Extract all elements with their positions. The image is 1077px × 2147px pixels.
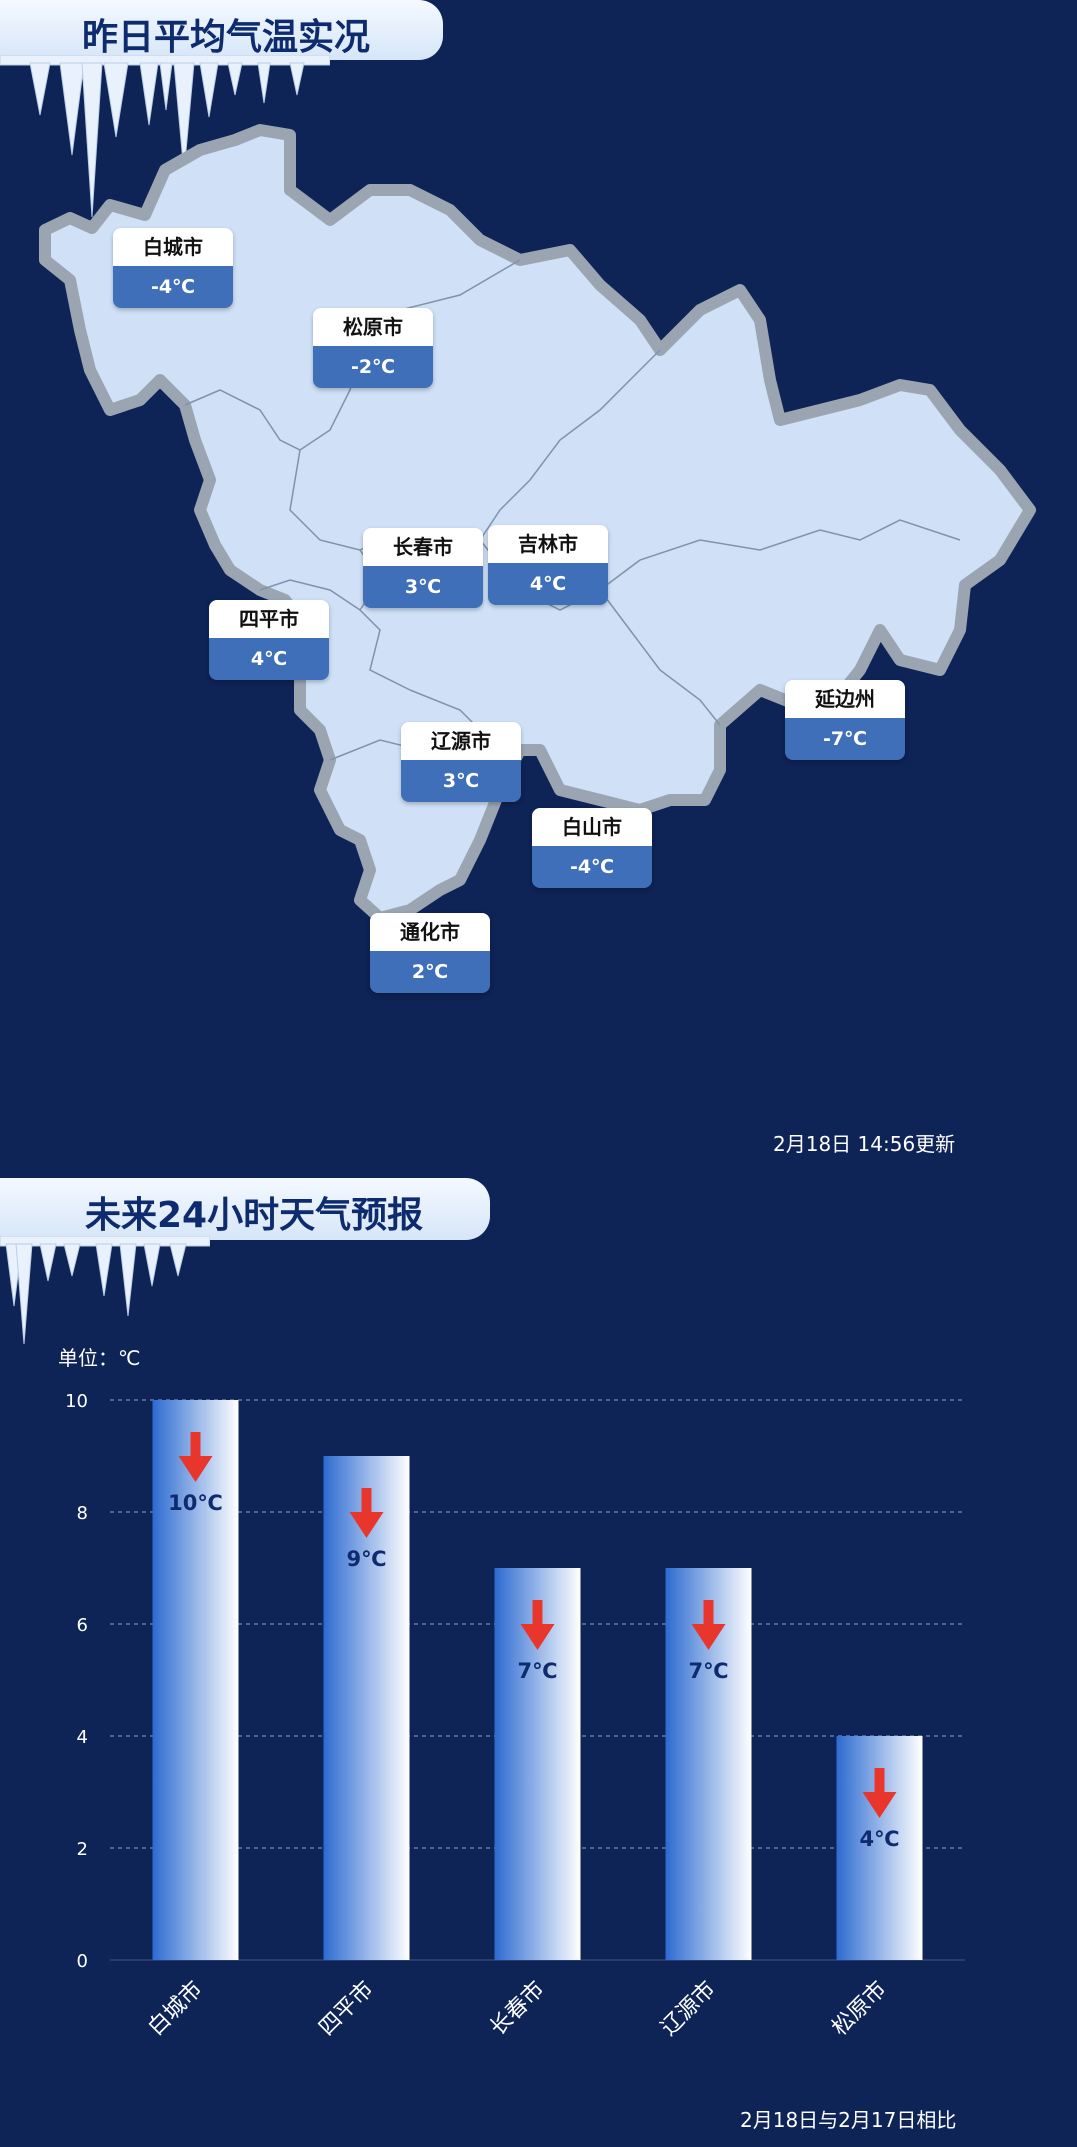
x-category-label: 白城市: [143, 1977, 207, 2041]
forecast-title-banner: 未来24小时天气预报: [0, 1178, 490, 1240]
city-label-jilin: 吉林市 4℃: [488, 525, 608, 605]
forecast-bar-chart: 0 2 4 6 8 10 10℃ 白城市 9℃ 四平市 7℃ 长春市 7℃ 辽源市 4℃ 松原市: [65, 1391, 965, 2041]
bar: [152, 1400, 239, 1960]
y-tick-label: 0: [77, 1951, 88, 1972]
city-temp: -7℃: [785, 718, 905, 760]
city-temp: 4℃: [209, 638, 329, 680]
y-tick-label: 2: [77, 1839, 88, 1860]
city-label-tonghua: 通化市 2℃: [370, 913, 490, 993]
city-temp: 3℃: [401, 760, 521, 802]
data-label: 4℃: [859, 1827, 899, 1851]
city-label-baicheng: 白城市 -4℃: [113, 228, 233, 308]
down-arrow-icon: [178, 1432, 213, 1482]
down-arrow-icon: [520, 1600, 555, 1650]
city-name: 白山市: [532, 808, 652, 846]
city-name: 白城市: [113, 228, 233, 266]
city-temp: 2℃: [370, 951, 490, 993]
update-time: 2月18日 14:56更新: [773, 1132, 956, 1156]
x-category-label: 四平市: [314, 1977, 378, 2041]
x-category-label: 松原市: [827, 1977, 891, 2041]
y-tick-label: 8: [77, 1503, 88, 1524]
city-name: 吉林市: [488, 525, 608, 563]
city-label-songyuan: 松原市 -2℃: [313, 308, 433, 388]
map-title-banner: 昨日平均气温实况: [0, 0, 443, 60]
forecast-title: 未来24小时天气预报: [85, 1195, 424, 1236]
bar: [323, 1456, 410, 1960]
city-label-liaoyuan: 辽源市 3℃: [401, 722, 521, 802]
city-name: 辽源市: [401, 722, 521, 760]
down-arrow-icon: [691, 1600, 726, 1650]
unit-label: 单位：℃: [58, 1346, 141, 1370]
icicles-decoration: [0, 55, 330, 218]
y-tick-label: 10: [65, 1391, 88, 1412]
city-label-baishan: 白山市 -4℃: [532, 808, 652, 888]
city-name: 长春市: [363, 528, 483, 566]
city-temp: -2℃: [313, 346, 433, 388]
data-label: 10℃: [168, 1491, 223, 1515]
down-arrow-icon: [349, 1488, 384, 1538]
city-name: 通化市: [370, 913, 490, 951]
down-arrow-icon: [862, 1768, 897, 1818]
x-category-label: 辽源市: [656, 1977, 720, 2041]
city-temp: 4℃: [488, 563, 608, 605]
data-label: 9℃: [346, 1547, 386, 1571]
map-title: 昨日平均气温实况: [82, 17, 371, 58]
city-temp: 3℃: [363, 566, 483, 608]
city-name: 松原市: [313, 308, 433, 346]
y-tick-label: 6: [77, 1615, 88, 1636]
icicles-decoration: [0, 1236, 210, 1345]
city-label-changchun: 长春市 3℃: [363, 528, 483, 608]
province-shape: [39, 124, 1036, 924]
city-label-siping: 四平市 4℃: [209, 600, 329, 680]
city-name: 延边州: [785, 680, 905, 718]
comparison-note: 2月18日与2月17日相比: [740, 2108, 957, 2132]
city-temp: -4℃: [532, 846, 652, 888]
city-label-yanbian: 延边州 -7℃: [785, 680, 905, 760]
data-label: 7℃: [688, 1659, 728, 1683]
city-name: 四平市: [209, 600, 329, 638]
x-category-label: 长春市: [485, 1977, 549, 2041]
city-temp: -4℃: [113, 266, 233, 308]
data-label: 7℃: [517, 1659, 557, 1683]
y-tick-label: 4: [77, 1727, 88, 1748]
